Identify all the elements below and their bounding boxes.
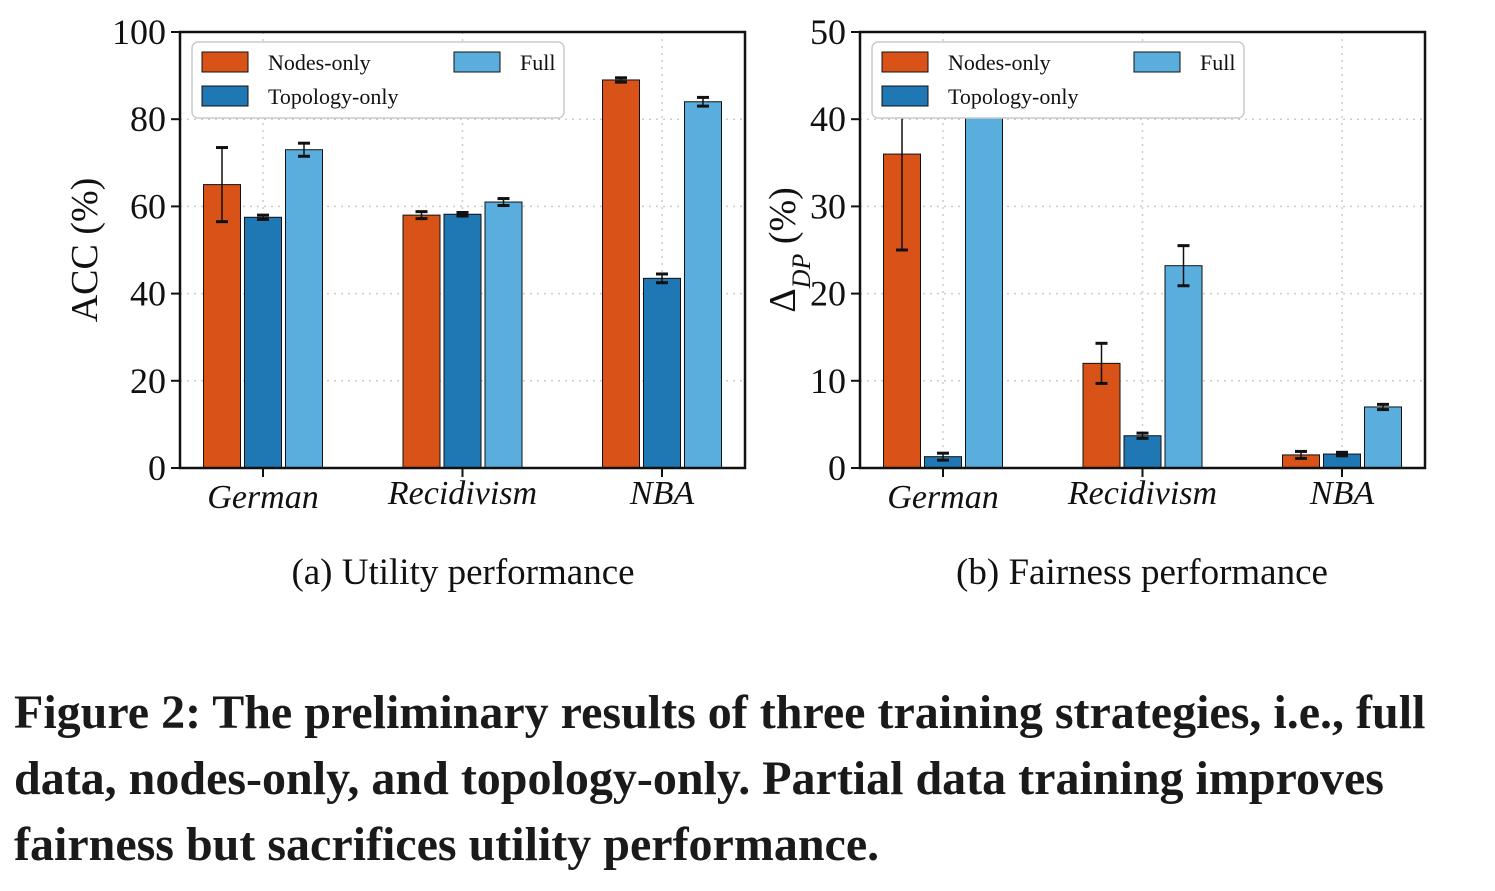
x-tick-label-recidivism: Recidivism xyxy=(1067,475,1217,512)
error-bar xyxy=(1377,402,1389,412)
x-tick-label-german: German xyxy=(887,479,998,516)
error-bar xyxy=(1136,431,1149,440)
error-bar xyxy=(615,76,627,84)
bar-full-recidivism xyxy=(1164,265,1203,469)
error-bar xyxy=(216,146,228,224)
legend-item-topology-only: Topology-only xyxy=(881,84,1078,109)
legend-swatch xyxy=(881,85,929,107)
legend-item-full: Full xyxy=(1133,50,1235,75)
x-tick-label-recidivism: Recidivism xyxy=(387,475,537,512)
bar-nodes-only-recidivism xyxy=(402,214,441,469)
bar-full-german xyxy=(285,149,323,469)
legend: Nodes-only Topology-only Full xyxy=(191,41,565,119)
legend-label: Topology-only xyxy=(268,84,398,109)
bar-topology-only-recidivism xyxy=(443,213,482,469)
y-tick-label: 20 xyxy=(130,361,166,401)
legend-swatch xyxy=(881,51,929,73)
legend-swatch xyxy=(201,51,249,73)
legend-item-nodes-only: Nodes-only xyxy=(201,50,371,75)
error-bar xyxy=(1095,341,1108,385)
y-tick-label: 10 xyxy=(810,361,846,401)
legend-label: Nodes-only xyxy=(948,50,1051,75)
bar-full-german xyxy=(965,75,1003,469)
error-bar xyxy=(937,451,949,462)
error-bar xyxy=(1295,449,1307,460)
error-bar xyxy=(257,213,269,221)
legend-swatch xyxy=(1133,51,1181,73)
panel-utility: 0 20 40 60 80 100 German Recidivism NBA ACC (%) No… xyxy=(64,12,747,593)
y-tick-label: 20 xyxy=(810,274,846,314)
y-tick-label: 80 xyxy=(130,99,166,139)
panel-fairness: 0 10 20 30 40 50 German Recidivism NBA ΔDP (%) Nod… xyxy=(762,12,1427,593)
error-bar xyxy=(456,211,469,218)
error-bar xyxy=(1336,450,1348,458)
legend-label: Topology-only xyxy=(948,84,1078,109)
subcaption: (b) Fairness performance xyxy=(956,552,1328,593)
bar-topology-only-nba xyxy=(643,277,681,469)
legend-swatch xyxy=(201,85,249,107)
y-tick-label: 0 xyxy=(148,448,166,488)
y-tick-label: 60 xyxy=(130,186,166,226)
error-bar xyxy=(415,210,428,221)
x-tick-label-nba: NBA xyxy=(1309,475,1374,512)
y-tick-label: 100 xyxy=(112,12,166,52)
legend-item-nodes-only: Nodes-only xyxy=(881,50,1051,75)
y-tick-label: 0 xyxy=(828,448,846,488)
y-axis-label-subscript: DP xyxy=(787,254,816,290)
error-bar xyxy=(298,141,310,158)
y-axis-label: ACC (%) xyxy=(64,178,106,323)
bar-full-recidivism xyxy=(484,201,523,469)
bar-topology-only-german xyxy=(244,216,282,469)
bar-nodes-only-german xyxy=(203,184,241,469)
legend-item-full: Full xyxy=(453,50,555,75)
y-tick-label: 40 xyxy=(130,274,166,314)
legend-item-topology-only: Topology-only xyxy=(201,84,398,109)
bar-nodes-only-nba xyxy=(602,79,640,469)
error-bar xyxy=(497,197,510,208)
subcaption: (a) Utility performance xyxy=(291,552,634,593)
legend-label: Full xyxy=(520,50,555,75)
y-tick-label: 40 xyxy=(810,99,846,139)
bar-topology-only-recidivism xyxy=(1123,435,1162,469)
error-bar xyxy=(656,272,668,285)
y-tick-label: 50 xyxy=(810,12,846,52)
x-tick-label-nba: NBA xyxy=(629,475,694,512)
y-axis-label-suffix: (%) xyxy=(762,187,804,253)
legend: Nodes-only Topology-only Full xyxy=(871,41,1245,119)
legend-label: Nodes-only xyxy=(268,50,371,75)
legend-label: Full xyxy=(1200,50,1235,75)
error-bar xyxy=(1177,244,1190,288)
legend-swatch xyxy=(453,51,501,73)
figure-caption: Figure 2: The preliminary results of thr… xyxy=(14,686,1426,871)
y-tick-label: 30 xyxy=(810,186,846,226)
y-axis-label: ΔDP (%) xyxy=(762,187,816,313)
x-tick-label-german: German xyxy=(207,479,318,516)
error-bar xyxy=(697,95,709,108)
bar-full-nba xyxy=(1364,406,1402,469)
bar-full-nba xyxy=(684,101,722,469)
